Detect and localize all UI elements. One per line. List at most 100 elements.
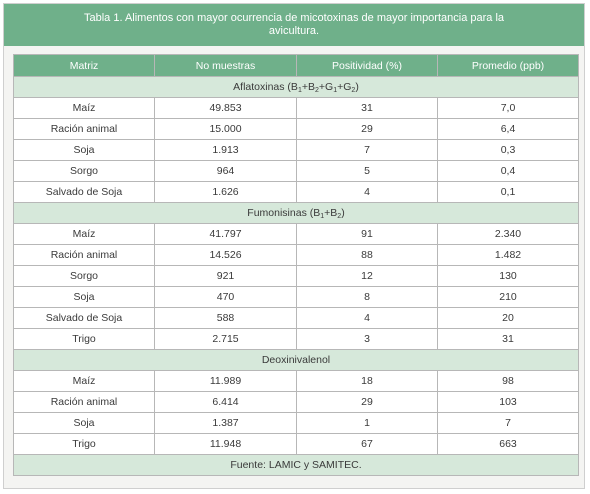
section-title-text: Fumonisinas (B [247,207,321,219]
cell-positividad: 8 [296,286,438,308]
cell-no-muestras: 14.526 [154,244,297,266]
cell-no-muestras: 11.948 [154,433,297,455]
section-title: Deoxinivalenol [13,349,579,371]
cell-positividad: 4 [296,307,438,329]
cell-no-muestras: 15.000 [154,118,297,140]
section-title: Aflatoxinas (B1+B2+G1+G2) [13,76,579,98]
cell-positividad: 31 [296,97,438,119]
cell-no-muestras: 11.989 [154,370,297,392]
cell-matriz: Ración animal [13,118,155,140]
cell-promedio: 1.482 [437,244,579,266]
section-header-row: Fumonisinas (B1+B2) [13,202,579,224]
cell-matriz: Sorgo [13,265,155,287]
cell-positividad: 88 [296,244,438,266]
table-row: Salvado de Soja 588 4 20 [13,307,579,329]
source-note: Fuente: LAMIC y SAMITEC. [13,454,579,476]
table-body: Aflatoxinas (B1+B2+G1+G2) Maíz 49.853 31 7,0… [13,76,579,476]
cell-positividad: 12 [296,265,438,287]
cell-promedio: 103 [437,391,579,413]
cell-positividad: 7 [296,139,438,161]
cell-positividad: 1 [296,412,438,434]
table-row: Sorgo 921 12 130 [13,265,579,287]
cell-no-muestras: 1.626 [154,181,297,203]
cell-promedio: 210 [437,286,579,308]
cell-promedio: 31 [437,328,579,350]
subscript: 1 [297,87,302,94]
section-title-text: ) [341,207,345,219]
cell-no-muestras: 2.715 [154,328,297,350]
section-title-text: +B [324,207,338,219]
subscript: 2 [314,87,319,94]
cell-promedio: 0,1 [437,181,579,203]
table-row: Soja 1.913 7 0,3 [13,139,579,161]
section-header-row: Aflatoxinas (B1+B2+G1+G2) [13,76,579,98]
table-row: Maíz 49.853 31 7,0 [13,97,579,119]
cell-matriz: Soja [13,139,155,161]
table-frame: Tabla 1. Alimentos con mayor ocurrencia … [3,3,585,489]
cell-positividad: 67 [296,433,438,455]
cell-matriz: Maíz [13,370,155,392]
section-title-text: +G [318,81,334,93]
cell-matriz: Soja [13,412,155,434]
cell-promedio: 0,4 [437,160,579,182]
cell-positividad: 5 [296,160,438,182]
cell-positividad: 29 [296,118,438,140]
mycotoxin-table: Matriz No muestras Positividad (%) Prome… [13,54,579,476]
table-row: Ración animal 14.526 88 1.482 [13,244,579,266]
cell-no-muestras: 470 [154,286,297,308]
cell-promedio: 0,3 [437,139,579,161]
section-title-text: Aflatoxinas (B [233,81,298,93]
header-row: Matriz No muestras Positividad (%) Prome… [13,54,579,77]
cell-no-muestras: 964 [154,160,297,182]
cell-promedio: 20 [437,307,579,329]
cell-matriz: Salvado de Soja [13,181,155,203]
cell-positividad: 3 [296,328,438,350]
table-row: Salvado de Soja 1.626 4 0,1 [13,181,579,203]
cell-positividad: 18 [296,370,438,392]
cell-no-muestras: 921 [154,265,297,287]
table-row: Maíz 11.989 18 98 [13,370,579,392]
section-title-text: Deoxinivalenol [261,354,331,366]
column-header-matriz: Matriz [13,54,155,77]
table-row: Sorgo 964 5 0,4 [13,160,579,182]
cell-promedio: 7,0 [437,97,579,119]
cell-promedio: 6,4 [437,118,579,140]
cell-positividad: 91 [296,223,438,245]
section-title: Fumonisinas (B1+B2) [13,202,579,224]
table-row: Ración animal 15.000 29 6,4 [13,118,579,140]
table-title: Tabla 1. Alimentos con mayor ocurrencia … [4,4,584,46]
cell-no-muestras: 588 [154,307,297,329]
cell-matriz: Sorgo [13,160,155,182]
table-row: Ración animal 6.414 29 103 [13,391,579,413]
cell-no-muestras: 6.414 [154,391,297,413]
table-row: Trigo 11.948 67 663 [13,433,579,455]
cell-matriz: Ración animal [13,244,155,266]
cell-matriz: Trigo [13,433,155,455]
section-header-row: Deoxinivalenol [13,349,579,371]
section-title-text: +B [301,81,315,93]
footer-row: Fuente: LAMIC y SAMITEC. [13,454,579,476]
cell-no-muestras: 49.853 [154,97,297,119]
table-row: Trigo 2.715 3 31 [13,328,579,350]
subscript: 2 [351,87,356,94]
cell-promedio: 7 [437,412,579,434]
cell-matriz: Maíz [13,223,155,245]
table-row: Soja 470 8 210 [13,286,579,308]
cell-positividad: 4 [296,181,438,203]
cell-promedio: 98 [437,370,579,392]
subscript: 1 [333,87,338,94]
cell-no-muestras: 1.387 [154,412,297,434]
section-title-text: +G [337,81,352,93]
cell-promedio: 130 [437,265,579,287]
cell-matriz: Trigo [13,328,155,350]
subscript: 1 [320,213,325,220]
subscript: 2 [337,213,342,220]
cell-positividad: 29 [296,391,438,413]
column-header-promedio: Promedio (ppb) [437,54,579,77]
cell-matriz: Maíz [13,97,155,119]
table-row: Maíz 41.797 91 2.340 [13,223,579,245]
cell-promedio: 2.340 [437,223,579,245]
section-title-text: ) [355,81,359,93]
cell-promedio: 663 [437,433,579,455]
cell-matriz: Soja [13,286,155,308]
